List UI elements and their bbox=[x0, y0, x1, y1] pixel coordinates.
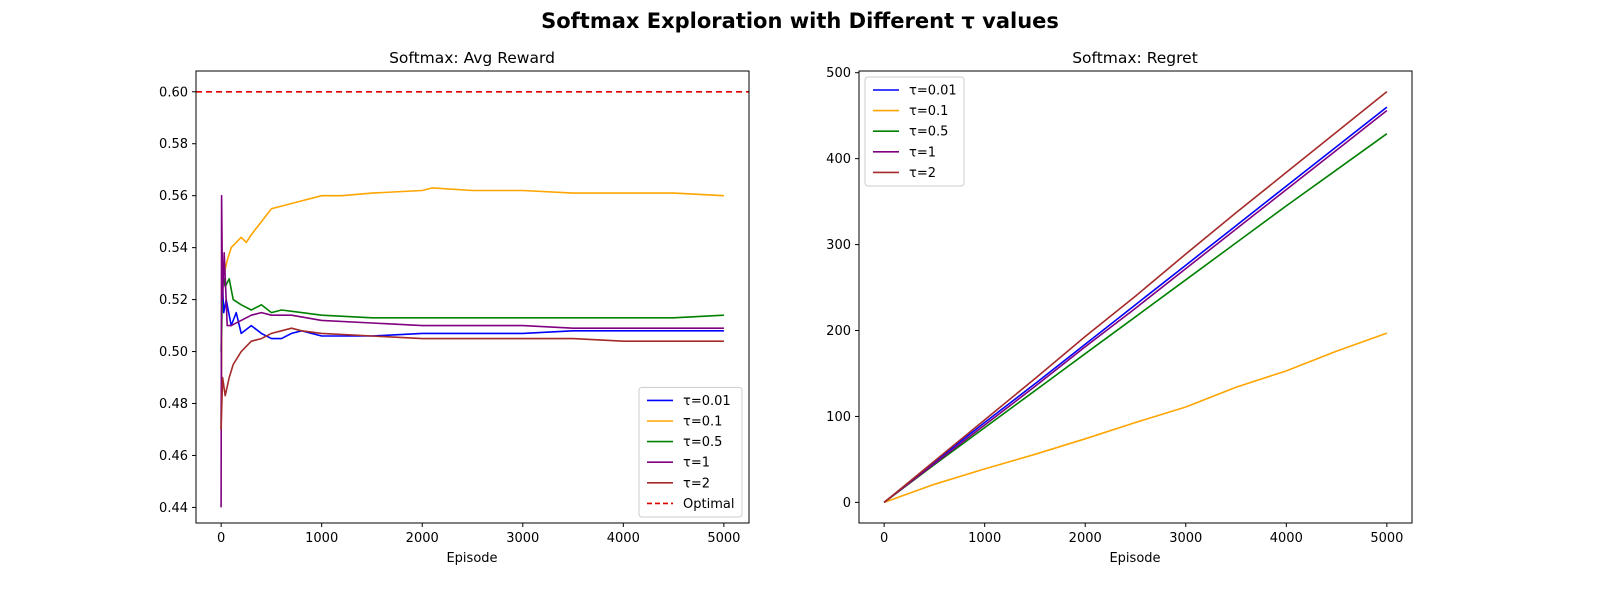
regret-legend-label-4: τ=2 bbox=[909, 166, 936, 181]
regret-series-line-2 bbox=[883, 133, 1388, 504]
avg-reward-y-tick-label-0: 0.44 bbox=[159, 501, 188, 516]
avg-reward-y-tick-label-3: 0.50 bbox=[159, 345, 188, 360]
regret-legend-box bbox=[864, 76, 965, 187]
regret-y-tick-label-1: 100 bbox=[826, 410, 851, 425]
regret-series-line-3 bbox=[883, 109, 1388, 504]
avg-reward-series-line-1 bbox=[220, 187, 724, 430]
avg-reward-x-tick-label-4: 4000 bbox=[607, 531, 640, 546]
regret-x-tick-label-2: 2000 bbox=[1069, 531, 1102, 546]
regret-series-line-4 bbox=[883, 90, 1388, 504]
avg-reward-legend-label-2: τ=0.5 bbox=[683, 435, 722, 450]
avg-reward-series-line-0 bbox=[220, 272, 724, 430]
regret-title: Softmax: Regret bbox=[1072, 49, 1198, 67]
regret-y-tick-label-3: 300 bbox=[826, 238, 851, 253]
avg-reward-x-tick-label-1: 1000 bbox=[305, 531, 338, 546]
avg-reward-series-line-2 bbox=[220, 272, 724, 352]
regret-legend-label-1: τ=0.1 bbox=[909, 104, 948, 119]
regret-chart: Softmax: Regret Episode 0 1000 2000 3000 400… bbox=[826, 49, 1413, 566]
avg-reward-legend-box bbox=[638, 386, 743, 518]
regret-legend: τ=0.01 τ=0.1 τ=0.5 τ=1 τ=2 bbox=[864, 76, 965, 187]
avg-reward-axes-frame bbox=[195, 70, 750, 524]
avg-reward-x-tick-label-2: 2000 bbox=[406, 531, 439, 546]
avg-reward-legend-label-5: Optimal bbox=[683, 497, 734, 512]
regret-legend-label-2: τ=0.5 bbox=[909, 125, 948, 140]
regret-x-tick-label-4: 4000 bbox=[1270, 531, 1303, 546]
regret-y-tick-label-0: 0 bbox=[843, 496, 851, 511]
avg-reward-legend-label-0: τ=0.01 bbox=[683, 394, 731, 409]
regret-series-line-0 bbox=[883, 106, 1388, 504]
avg-reward-y-tick-label-2: 0.48 bbox=[159, 397, 188, 412]
avg-reward-legend-label-3: τ=1 bbox=[683, 456, 710, 471]
figure-title: Softmax Exploration with Different τ val… bbox=[541, 9, 1059, 33]
avg-reward-legend-label-4: τ=2 bbox=[683, 476, 710, 491]
regret-y-tick-label-2: 200 bbox=[826, 324, 851, 339]
avg-reward-y-tick-label-1: 0.46 bbox=[159, 449, 188, 464]
avg-reward-chart: Softmax: Avg Reward Episode 0 1000 2000 300… bbox=[159, 49, 750, 566]
avg-reward-y-tick-label-7: 0.58 bbox=[159, 137, 188, 152]
avg-reward-series-line-4 bbox=[220, 327, 724, 430]
avg-reward-x-axis-label: Episode bbox=[446, 551, 497, 566]
regret-legend-label-3: τ=1 bbox=[909, 145, 936, 160]
regret-x-axis-label: Episode bbox=[1109, 551, 1160, 566]
avg-reward-x-tick-label-5: 5000 bbox=[707, 531, 740, 546]
regret-x-tick-label-3: 3000 bbox=[1169, 531, 1202, 546]
avg-reward-series-line-3 bbox=[220, 194, 724, 508]
avg-reward-x-tick-label-3: 3000 bbox=[506, 531, 539, 546]
avg-reward-title: Softmax: Avg Reward bbox=[389, 49, 555, 67]
avg-reward-x-tick-label-0: 0 bbox=[217, 531, 225, 546]
avg-reward-y-tick-label-4: 0.52 bbox=[159, 293, 188, 308]
avg-reward-y-tick-label-6: 0.56 bbox=[159, 189, 188, 204]
regret-axes-frame bbox=[858, 70, 1413, 524]
avg-reward-legend-label-1: τ=0.1 bbox=[683, 415, 722, 430]
regret-y-tick-label-5: 500 bbox=[826, 66, 851, 81]
avg-reward-y-tick-label-8: 0.60 bbox=[159, 85, 188, 100]
avg-reward-legend: τ=0.01 τ=0.1 τ=0.5 τ=1 τ=2 Optimal bbox=[638, 386, 743, 518]
regret-x-tick-label-5: 5000 bbox=[1370, 531, 1403, 546]
regret-legend-label-0: τ=0.01 bbox=[909, 84, 957, 99]
regret-y-tick-label-4: 400 bbox=[826, 152, 851, 167]
regret-x-tick-label-1: 1000 bbox=[968, 531, 1001, 546]
avg-reward-y-tick-label-5: 0.54 bbox=[159, 241, 188, 256]
regret-x-tick-label-0: 0 bbox=[880, 531, 888, 546]
regret-series-line-1 bbox=[883, 332, 1388, 504]
